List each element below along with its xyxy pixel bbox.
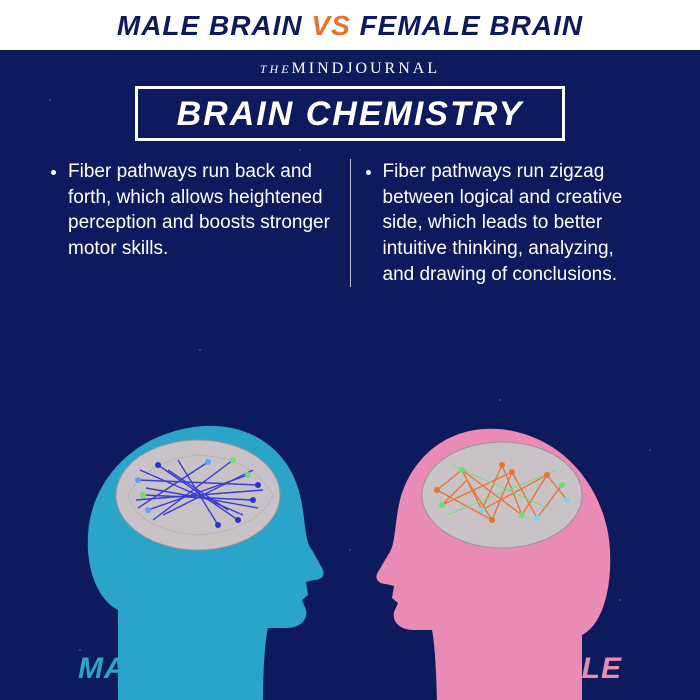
- male-head-wrap: MALE: [48, 380, 348, 700]
- male-column: Fiber pathways run back and forth, which…: [36, 159, 351, 287]
- title-male: MALE BRAIN: [117, 10, 303, 41]
- title-female: FEMALE BRAIN: [360, 10, 584, 41]
- female-bullet: Fiber pathways run zigzag between logica…: [383, 159, 651, 287]
- female-column: Fiber pathways run zigzag between logica…: [351, 159, 665, 287]
- female-head-wrap: FEMALE: [352, 380, 652, 700]
- subtitle-box: BRAIN CHEMISTRY: [135, 86, 565, 141]
- source-attribution: THEMINDJOURNAL: [0, 60, 700, 78]
- title-vs: VS: [311, 10, 350, 41]
- source-name: MINDJOURNAL: [292, 60, 441, 77]
- comparison-columns: Fiber pathways run back and forth, which…: [0, 141, 700, 287]
- male-bullet: Fiber pathways run back and forth, which…: [68, 159, 336, 262]
- subtitle-text: BRAIN CHEMISTRY: [177, 95, 524, 133]
- title-bar: MALE BRAIN VS FEMALE BRAIN: [0, 0, 700, 50]
- source-the: THE: [260, 62, 292, 76]
- male-label: MALE: [78, 652, 167, 686]
- head-diagrams: MALE: [0, 380, 700, 700]
- female-label: FEMALE: [493, 652, 622, 686]
